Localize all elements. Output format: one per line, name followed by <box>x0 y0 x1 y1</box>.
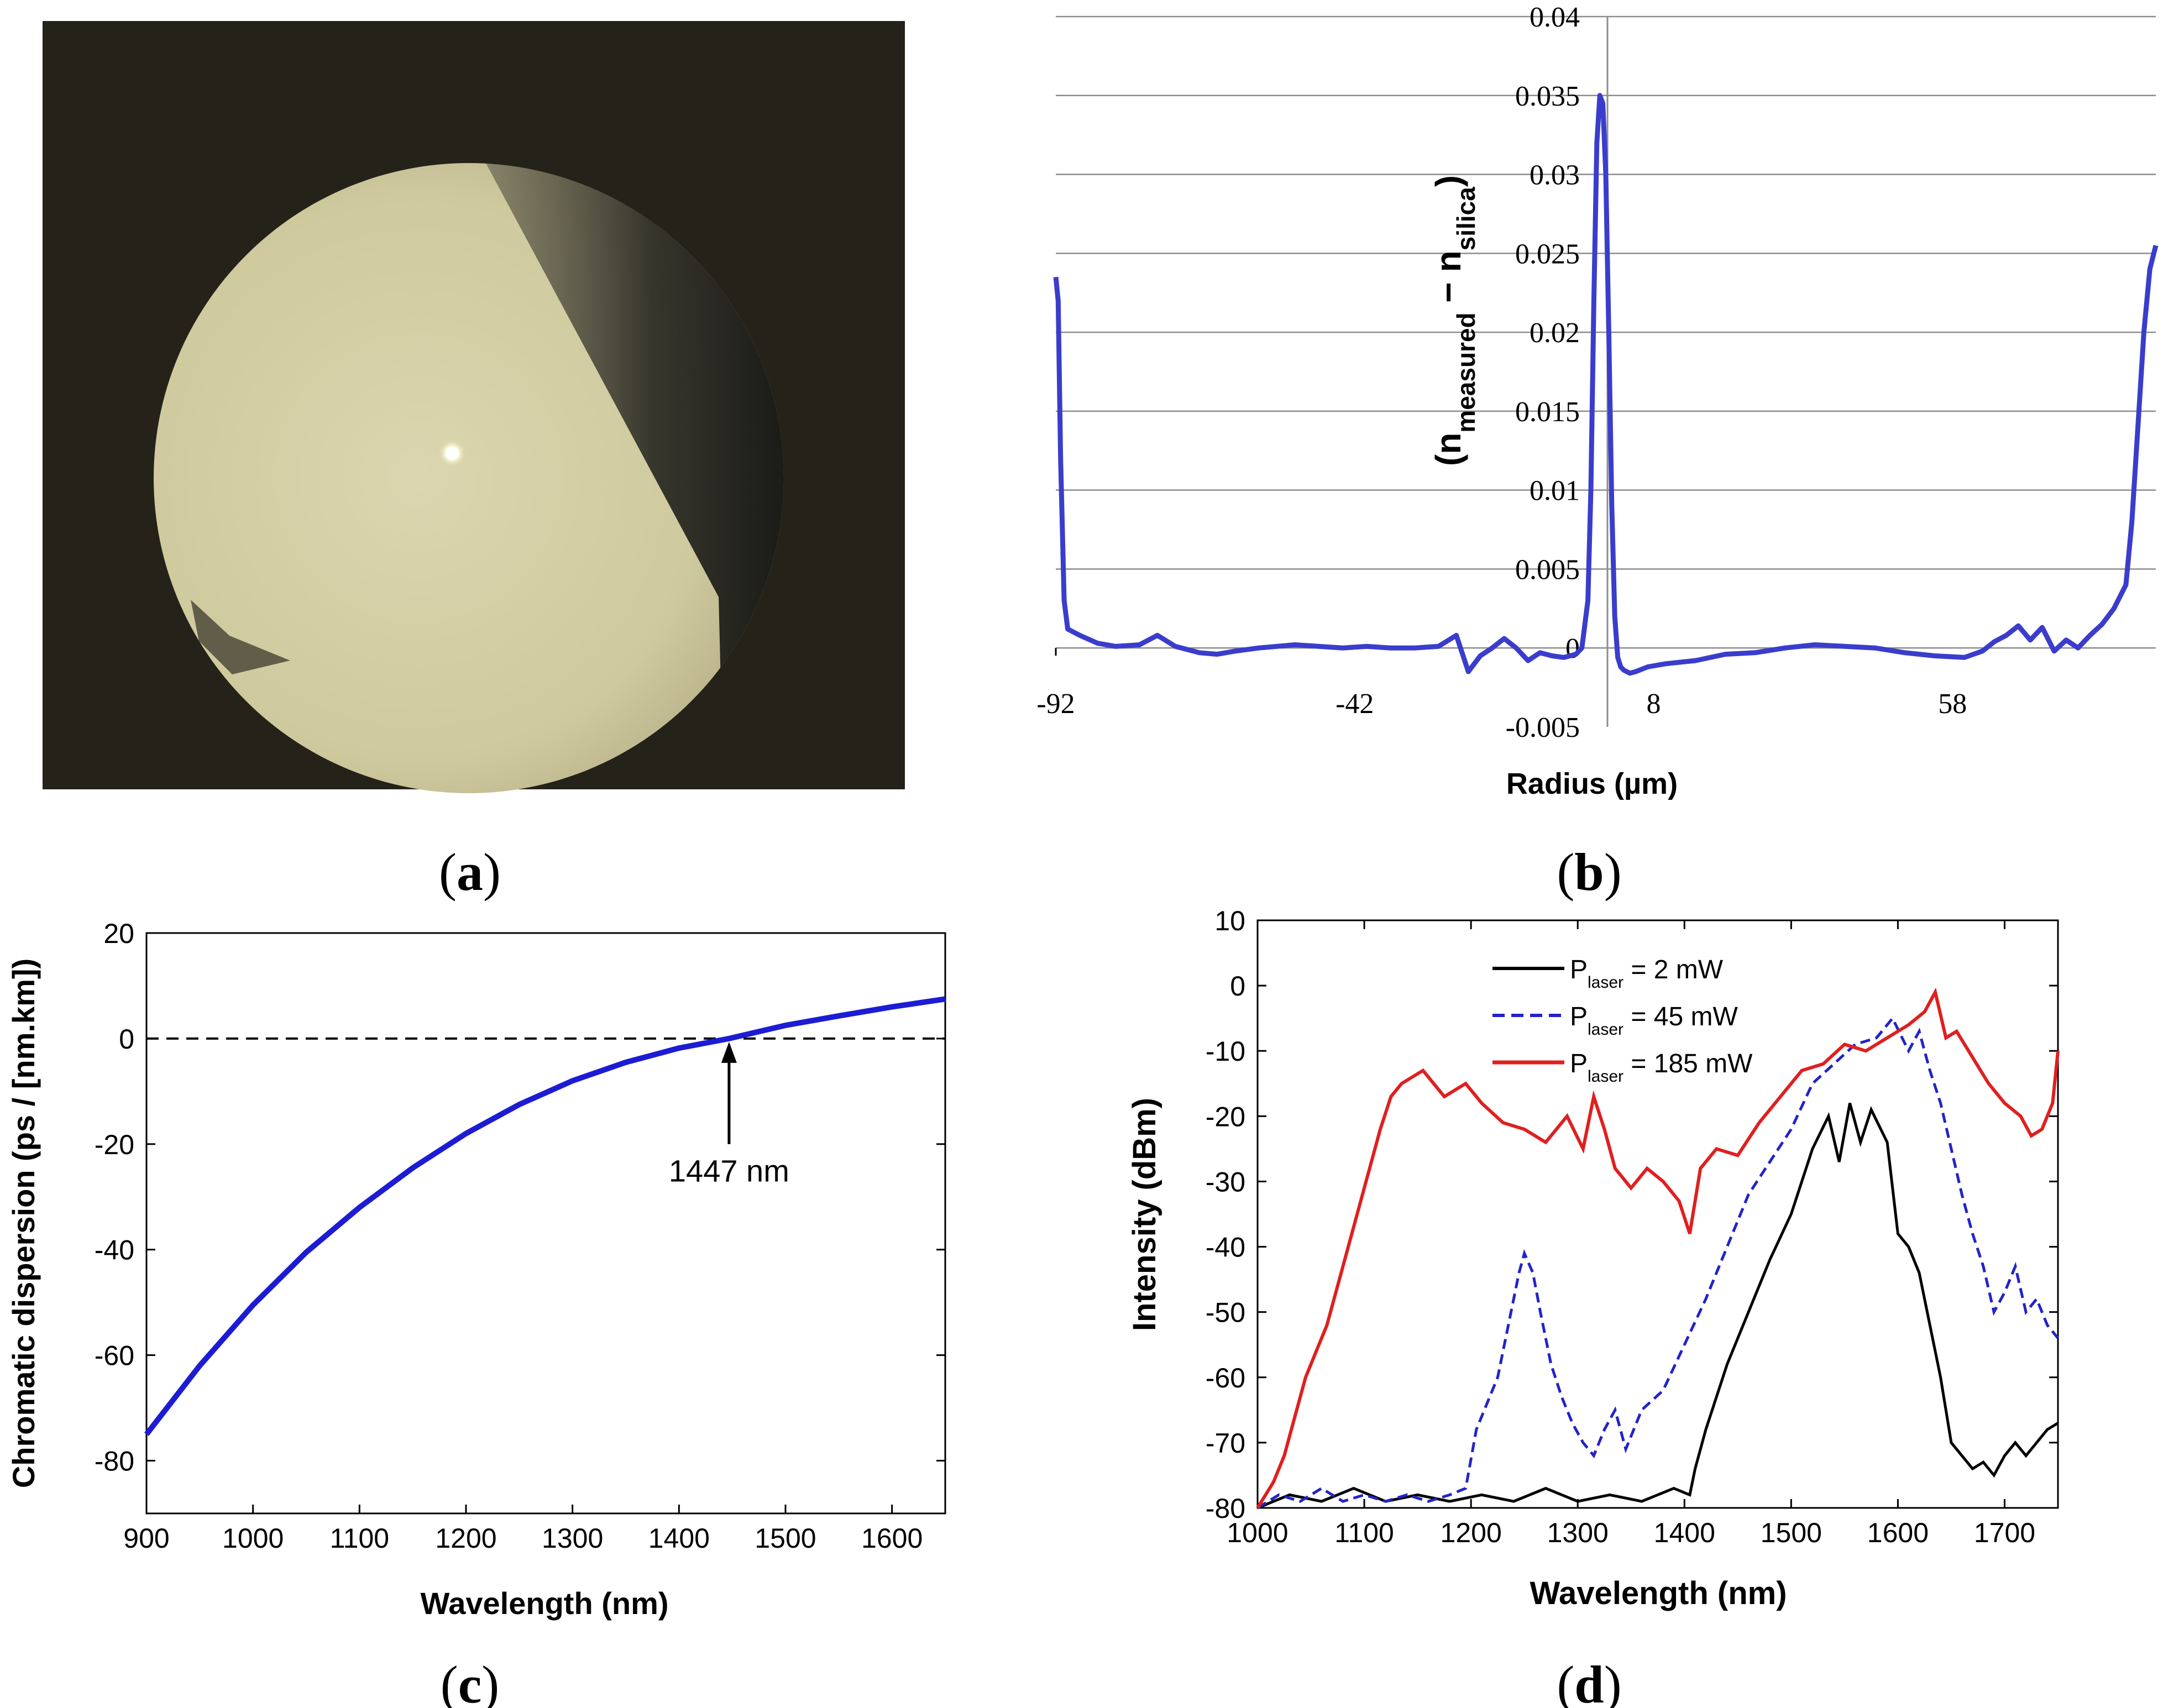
d-y-tick-label: -10 <box>1206 1036 1245 1067</box>
d-y-tick-label: 10 <box>1214 905 1245 936</box>
b-gridlines <box>1055 15 2156 727</box>
d-x-tick-label: 1300 <box>1547 1517 1609 1548</box>
d-legend-item-185mw: Plaser = 185 mW <box>1492 1049 1753 1086</box>
d-x-tick-label: 1700 <box>1974 1517 2035 1548</box>
d-x-tick-label: 1100 <box>1334 1517 1394 1548</box>
b-x-ticks: -92 -42 8 58 <box>1036 688 1967 720</box>
b-x-axis-label: Radius (µm) <box>1506 767 1678 800</box>
c-y-axis-label: Chromatic dispersion (ps / [nm.km]) <box>6 958 41 1488</box>
fiber-defect <box>191 600 290 674</box>
c-y-tick-label: -80 <box>95 1446 134 1477</box>
d-x-tick-label: 1000 <box>1227 1517 1288 1548</box>
c-x-tick-label: 1600 <box>861 1523 923 1554</box>
d-y-ticks: -80 -70 -60 -50 -40 -30 -20 -10 0 10 <box>1206 905 2058 1524</box>
panel-a <box>43 21 905 793</box>
c-annotation-label: 1447 nm <box>669 1154 789 1188</box>
d-y-tick-label: -70 <box>1206 1428 1245 1459</box>
d-y-tick-label: -20 <box>1206 1101 1245 1132</box>
b-y-tick-label: 0.03 <box>1530 160 1580 191</box>
c-y-tick-label: 0 <box>119 1024 134 1055</box>
caption-c: (c) <box>441 1655 500 1708</box>
c-x-tick-label: 1500 <box>755 1523 816 1554</box>
d-y-tick-label: 0 <box>1230 971 1245 1002</box>
b-x-tick-label: 58 <box>1938 688 1967 720</box>
c-x-tick-label: 1000 <box>222 1523 284 1554</box>
b-y-tick-label: 0.015 <box>1515 396 1580 428</box>
caption-d: (d) <box>1557 1655 1621 1708</box>
c-y-tick-label: -20 <box>95 1129 134 1160</box>
b-y-tick-label: 0.04 <box>1530 2 1580 33</box>
panel-c: 900 1000 1100 1200 1300 1400 1500 1600 -80 -60 -4… <box>6 918 946 1621</box>
b-x-tick-label: 8 <box>1647 688 1661 720</box>
svg-text:Plaser = 45 mW: Plaser = 45 mW <box>1570 1002 1738 1039</box>
d-y-axis-label: Intensity (dBm) <box>1127 1098 1162 1331</box>
c-x-tick-label: 900 <box>123 1523 169 1554</box>
d-legend: Plaser = 2 mW Plaser = 45 mW Plaser = 18… <box>1492 955 1753 1086</box>
d-legend-item-45mw: Plaser = 45 mW <box>1492 1002 1738 1039</box>
b-y-axis-label: (nmeasured − nsilica) <box>1428 175 1480 466</box>
d-y-tick-label: -60 <box>1206 1363 1245 1393</box>
panel-d: 1000 1100 1200 1300 1400 1500 1600 1700 -80-70-… <box>1127 905 2060 1611</box>
d-x-tick-label: 1500 <box>1761 1517 1822 1548</box>
c-x-ticks: 900 1000 1100 1200 1300 1400 1500 1600 <box>123 1505 923 1554</box>
b-y-tick-label: 0.025 <box>1515 238 1580 270</box>
d-x-ticks: 1000 1100 1200 1300 1400 1500 1600 1700 <box>1227 920 2035 1548</box>
d-x-tick-label: 1600 <box>1867 1517 1929 1548</box>
c-x-tick-label: 1400 <box>648 1523 710 1554</box>
c-x-tick-label: 1100 <box>330 1523 390 1554</box>
c-series-line <box>144 996 946 1436</box>
d-x-tick-label: 1200 <box>1441 1517 1502 1548</box>
svg-text:Plaser = 2 mW: Plaser = 2 mW <box>1570 955 1724 992</box>
b-y-tick-label: 0.035 <box>1515 81 1580 112</box>
b-y-tick-label: 0 <box>1565 633 1580 664</box>
c-x-tick-label: 1200 <box>435 1523 496 1554</box>
panel-b: -92 -42 8 58 -0.005 0 0.005 0.01 0.015 0.02 0.025… <box>1036 2 2159 800</box>
b-y-ticks: -0.005 0 0.005 0.01 0.015 0.02 0.025 0.03 0.035 0… <box>1506 2 1580 743</box>
d-legend-item-2mw: Plaser = 2 mW <box>1492 955 1724 992</box>
b-y-tick-label: 0.02 <box>1530 317 1580 349</box>
d-y-tick-label: -30 <box>1206 1166 1245 1197</box>
b-x-tick-label: -42 <box>1335 688 1374 720</box>
c-y-tick-label: -60 <box>95 1340 134 1371</box>
svg-text:Plaser = 185 mW: Plaser = 185 mW <box>1570 1049 1753 1086</box>
b-y-tick-label: 0.005 <box>1515 554 1580 585</box>
d-series-45mw <box>1256 1015 2059 1510</box>
b-y-tick-label: 0.01 <box>1530 475 1580 507</box>
d-y-tick-label: -40 <box>1206 1232 1245 1263</box>
c-y-tick-label: 20 <box>103 918 134 949</box>
c-x-axis-label: Wavelength (nm) <box>420 1586 668 1621</box>
c-y-tick-label: -40 <box>95 1235 134 1266</box>
d-x-axis-label: Wavelength (nm) <box>1530 1575 1787 1611</box>
c-annotation-arrowhead <box>721 1041 737 1063</box>
b-y-tick-label: -0.005 <box>1506 712 1580 743</box>
d-y-tick-label: -80 <box>1206 1493 1245 1524</box>
c-y-ticks: -80 -60 -40 -20 0 20 <box>95 918 945 1477</box>
b-series-line <box>1053 93 2159 676</box>
d-y-tick-label: -50 <box>1206 1297 1245 1328</box>
caption-b: (b) <box>1557 842 1621 902</box>
b-x-tick-label: -92 <box>1036 688 1075 720</box>
c-x-tick-label: 1300 <box>542 1523 603 1554</box>
d-series-2mw <box>1257 1103 2059 1510</box>
d-plot-frame <box>1256 919 2059 1509</box>
c-plot-frame <box>145 932 946 1515</box>
d-series-185mw <box>1256 987 2060 1509</box>
d-x-tick-label: 1400 <box>1654 1517 1715 1548</box>
caption-a: (a) <box>439 842 501 902</box>
